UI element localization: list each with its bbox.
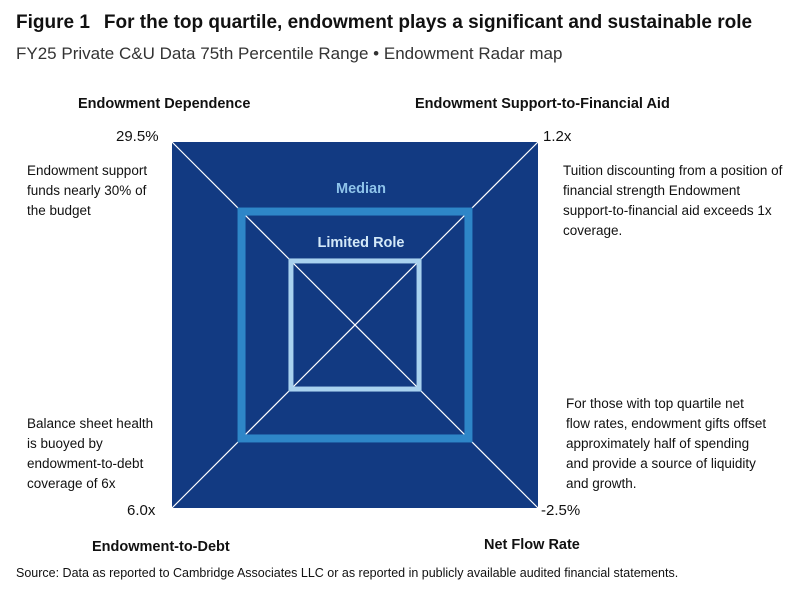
source-note: Source: Data as reported to Cambridge As… <box>16 566 679 580</box>
corner-value-endowment-to-debt: 6.0x <box>127 502 156 519</box>
limited-role-label: Limited Role <box>317 235 404 251</box>
annotation-top-right: Tuition discounting from a position of f… <box>563 163 783 238</box>
annotation-bottom-right: For those with top quartile net flow rat… <box>566 396 767 491</box>
axis-label-endowment-to-debt: Endowment-to-Debt <box>92 539 230 555</box>
figure-subtitle: FY25 Private C&U Data 75th Percentile Ra… <box>16 44 563 63</box>
figure-number: Figure 1 <box>16 12 90 33</box>
figure-title: Figure 1 For the top quartile, endowment … <box>16 12 786 34</box>
annotation-bottom-left: Balance sheet health is buoyed by endowm… <box>27 416 154 491</box>
axis-label-endowment-dependence: Endowment Dependence <box>78 96 251 112</box>
median-zone-outline <box>237 207 473 443</box>
median-label: Median <box>336 181 386 197</box>
limited-role-zone-outline <box>288 258 422 392</box>
axis-label-support-to-aid: Endowment Support-to-Financial Aid <box>415 96 670 112</box>
axis-label-net-flow-rate: Net Flow Rate <box>484 537 580 553</box>
corner-value-endowment-dependence: 29.5% <box>116 128 159 145</box>
corner-value-net-flow-rate: -2.5% <box>541 502 581 519</box>
significant-role-label: Significant Role <box>306 125 416 141</box>
diagonal-axis-line <box>171 141 539 509</box>
figure-title-text: For the top quartile, endowment plays a … <box>103 12 753 33</box>
corner-value-support-to-aid: 1.2x <box>543 128 572 145</box>
annotation-top-left: Endowment support funds nearly 30% of th… <box>27 163 148 218</box>
